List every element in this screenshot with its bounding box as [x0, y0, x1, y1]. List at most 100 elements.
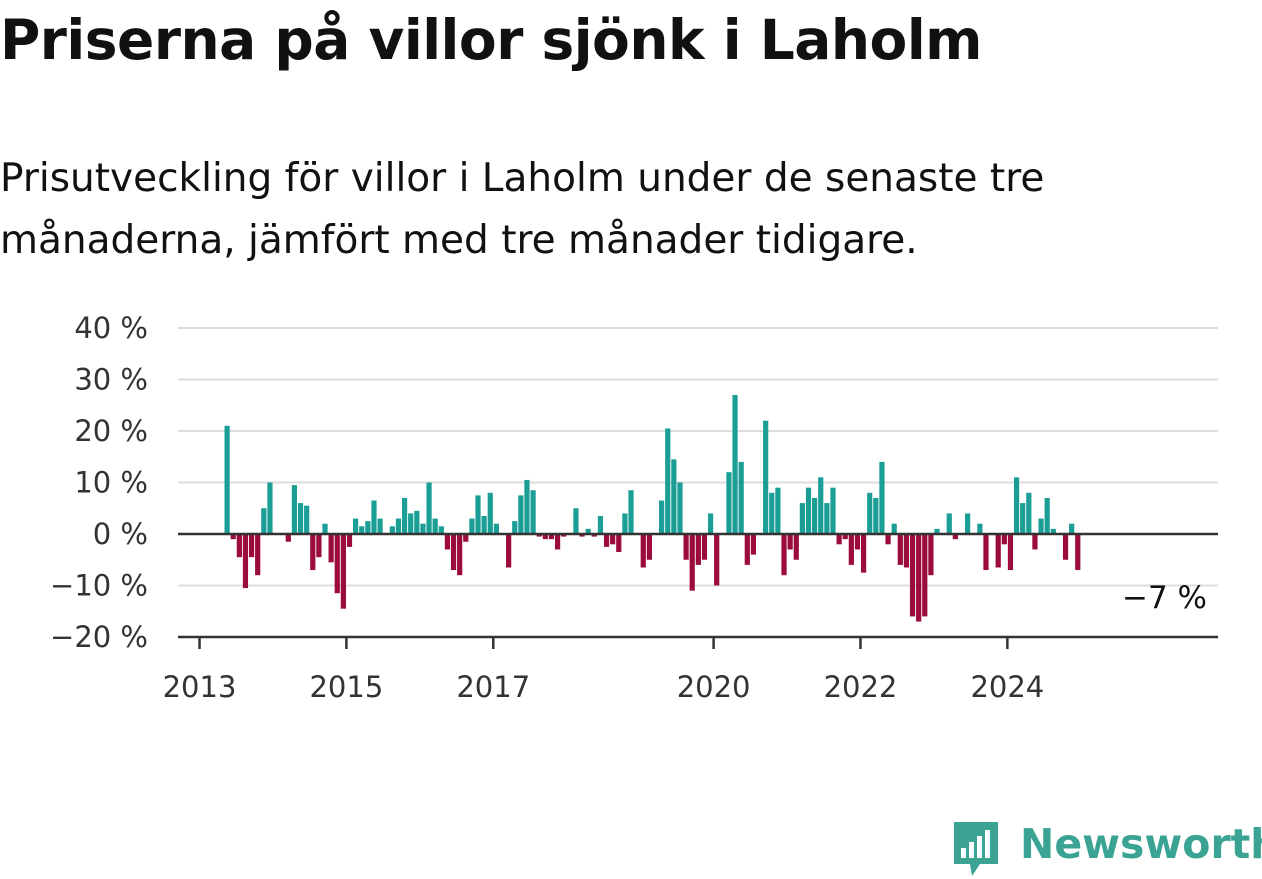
x-tick-label: 2013: [163, 670, 237, 704]
bar: [793, 534, 799, 560]
y-tick-label: −20 %: [50, 620, 148, 654]
bar: [1001, 534, 1007, 545]
bar: [297, 503, 304, 534]
bar: [512, 521, 518, 535]
newsworthy-chart-icon: [954, 822, 998, 876]
bar: [873, 497, 879, 534]
bar: [695, 534, 701, 565]
bar: [836, 534, 842, 545]
bar: [1075, 534, 1081, 571]
bar: [304, 505, 310, 534]
bar: [714, 534, 720, 586]
bar: [812, 497, 818, 534]
bar: [255, 534, 261, 576]
bar: [389, 526, 395, 534]
bar: [860, 534, 867, 573]
bar: [420, 523, 426, 534]
x-tick-label: 2015: [309, 670, 383, 704]
bar: [726, 472, 732, 534]
bar: [554, 534, 561, 550]
bar: [591, 534, 597, 537]
bar: [903, 534, 910, 568]
bar: [977, 523, 983, 534]
bar: [518, 495, 524, 535]
bar: [897, 534, 903, 565]
bar: [916, 534, 922, 622]
bar: [867, 492, 873, 534]
bar: [524, 479, 530, 534]
bar: [377, 518, 383, 534]
bar: [646, 534, 652, 560]
bar: [671, 459, 677, 534]
bar: [548, 534, 555, 540]
bar: [995, 534, 1001, 568]
bar: [487, 492, 493, 534]
bar: [371, 500, 377, 534]
bars: [224, 394, 1081, 622]
bar: [395, 518, 402, 534]
bar: [242, 534, 249, 589]
bar: [1038, 518, 1044, 534]
y-tick-label: −10 %: [50, 569, 148, 603]
y-axis-labels: 40 % 30 % 20 % 10 % 0 % −10 % −20 %: [50, 311, 148, 654]
bar: [952, 534, 958, 540]
bar: [922, 534, 928, 617]
bar: [610, 534, 616, 545]
bar: [909, 534, 916, 617]
chart-title: Priserna på villor sjönk i Laholm: [0, 8, 983, 72]
bar: [799, 503, 805, 534]
bar: [322, 523, 328, 534]
y-tick-label: 10 %: [74, 466, 148, 500]
y-tick-label: 40 %: [74, 311, 148, 345]
bar: [732, 394, 738, 534]
bar: [432, 518, 438, 534]
bar: [224, 425, 230, 534]
y-tick-label: 0 %: [93, 517, 148, 551]
bar: [1062, 534, 1069, 560]
bar: [965, 513, 971, 534]
bar: [597, 515, 604, 534]
bar: [1007, 534, 1014, 571]
bar: [805, 487, 812, 534]
bar: [475, 495, 481, 535]
bar: [750, 534, 757, 555]
bar: [928, 534, 934, 576]
bar: [677, 482, 683, 534]
bar: [457, 534, 463, 576]
bar: [616, 534, 622, 553]
bar: [573, 508, 579, 534]
bar: [1026, 492, 1032, 534]
bar: [628, 490, 634, 534]
bar: [579, 534, 585, 537]
last-value-label: −7 %: [1122, 580, 1207, 616]
bar: [659, 500, 665, 534]
bar: [1044, 497, 1050, 534]
bar: [744, 534, 750, 565]
bar: [353, 518, 359, 534]
bar: [603, 534, 610, 547]
bar: [818, 477, 824, 534]
bar: [707, 513, 714, 534]
x-tick-label: 2020: [677, 670, 751, 704]
bar: [328, 534, 334, 563]
bar: [787, 534, 793, 550]
bar: [781, 534, 787, 576]
bar: [463, 534, 469, 542]
bar: [506, 534, 512, 568]
bar: [493, 523, 499, 534]
bar: [1013, 477, 1020, 534]
gridlines: [178, 327, 1218, 587]
y-tick-label: 30 %: [74, 363, 148, 397]
bar-chart: 40 %30 %20 %10 %0 %−10 %−20 % 2013 2015 20…: [50, 311, 1218, 704]
bar: [1069, 523, 1075, 534]
x-tick-label: 2024: [970, 670, 1044, 704]
bar: [854, 534, 861, 550]
bar: [365, 521, 371, 535]
bar: [334, 534, 340, 594]
x-tick-label: 2017: [456, 670, 530, 704]
chart-subtitle: Prisutveckling för villor i Laholm under…: [0, 156, 1045, 263]
bar: [665, 428, 671, 534]
bar: [340, 534, 346, 609]
bar: [683, 534, 689, 560]
bar: [536, 534, 542, 537]
